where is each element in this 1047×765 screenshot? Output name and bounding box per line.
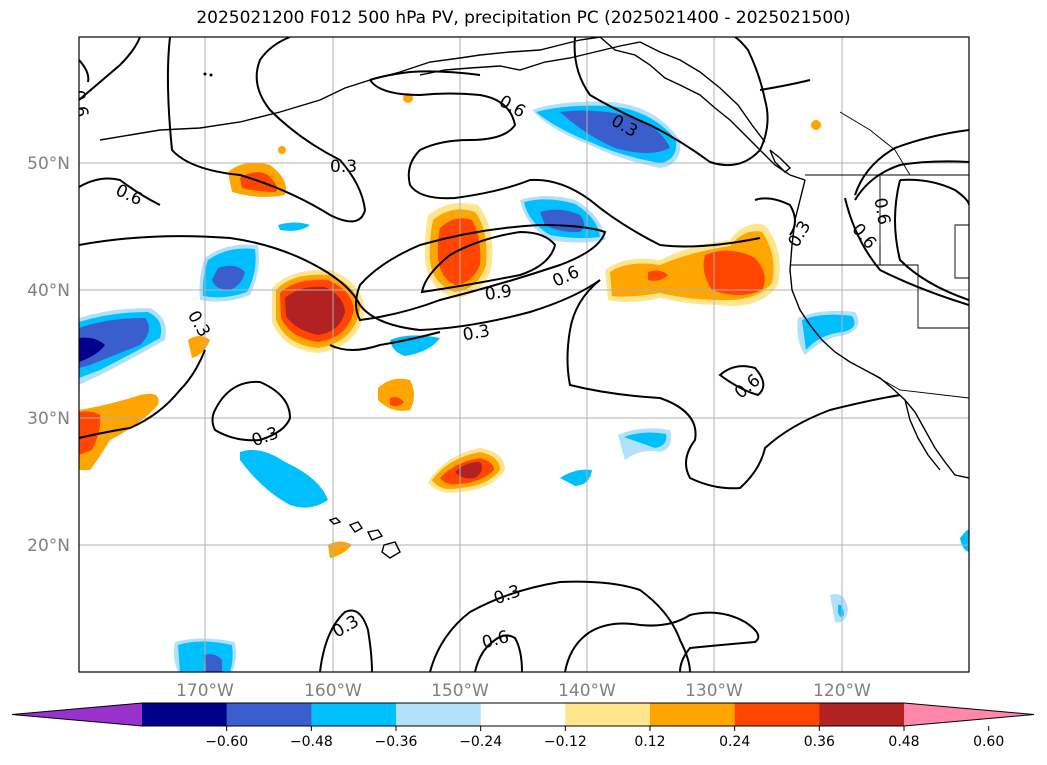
lat-label: 30°N — [27, 409, 70, 429]
colorbar-segment — [226, 703, 312, 726]
lon-label: 140°W — [558, 681, 616, 701]
contour-label: 0.3 — [461, 321, 491, 345]
colorbar-segment — [819, 703, 905, 726]
longitude-labels: 170°W 160°W 150°W 140°W 130°W 120°W — [176, 681, 871, 701]
map-title: 2025021200 F012 500 hPa PV, precipitatio… — [196, 8, 851, 28]
colorbar-tick-label: 0.60 — [973, 734, 1004, 750]
contour-label: 0.9 — [484, 281, 514, 305]
lon-label: 130°W — [685, 681, 743, 701]
colorbar-segment — [311, 703, 397, 726]
colorbar-tick-label: −0.48 — [290, 734, 333, 750]
colorbar-segment — [142, 703, 228, 726]
lat-label: 50°N — [27, 154, 70, 174]
map-frame — [78, 36, 970, 673]
colorbar-segment — [734, 703, 820, 726]
colorbar-segment — [480, 703, 566, 726]
colorbar-segment — [396, 703, 482, 726]
colorbar-tick-label: 0.12 — [634, 734, 665, 750]
colorbar-tick-label: 0.36 — [804, 734, 835, 750]
lon-label: 160°W — [304, 681, 362, 701]
map-background — [79, 37, 969, 672]
colorbar-outline — [11, 702, 1035, 727]
lon-label: 120°W — [813, 681, 871, 701]
lon-label: 150°W — [431, 681, 489, 701]
political-borders — [790, 111, 969, 399]
colorbar-segment — [650, 703, 736, 726]
graticule — [79, 37, 969, 672]
colorbar-tick-label: −0.36 — [375, 734, 418, 750]
colorbar-tick-label: 0.24 — [719, 734, 750, 750]
precip-field-positive — [79, 93, 821, 558]
lon-label: 170°W — [176, 681, 234, 701]
contour-label: 0.6 — [869, 196, 893, 226]
colorbar-tick-label: −0.24 — [459, 734, 502, 750]
lat-label: 40°N — [27, 281, 70, 301]
coastlines — [99, 37, 969, 559]
colorbar-tick-label: −0.60 — [205, 734, 248, 750]
colorbar-extend-max — [904, 703, 1034, 726]
colorbar-tick-label: −0.12 — [544, 734, 587, 750]
colorbar-segment — [565, 703, 651, 726]
colorbar-tick-label: 0.48 — [888, 734, 919, 750]
pv-contours — [79, 37, 969, 672]
colorbar: −0.60 −0.48 −0.36 −0.24 −0.12 0.12 0.24 0.36 0.4… — [11, 702, 1035, 750]
contour-label: 0.3 — [330, 157, 357, 177]
colorbar-extend-min — [12, 703, 142, 726]
latitude-labels: 50°N 40°N 30°N 20°N — [27, 154, 70, 556]
contour-label: 0.6 — [67, 89, 91, 119]
lat-label: 20°N — [27, 536, 70, 556]
